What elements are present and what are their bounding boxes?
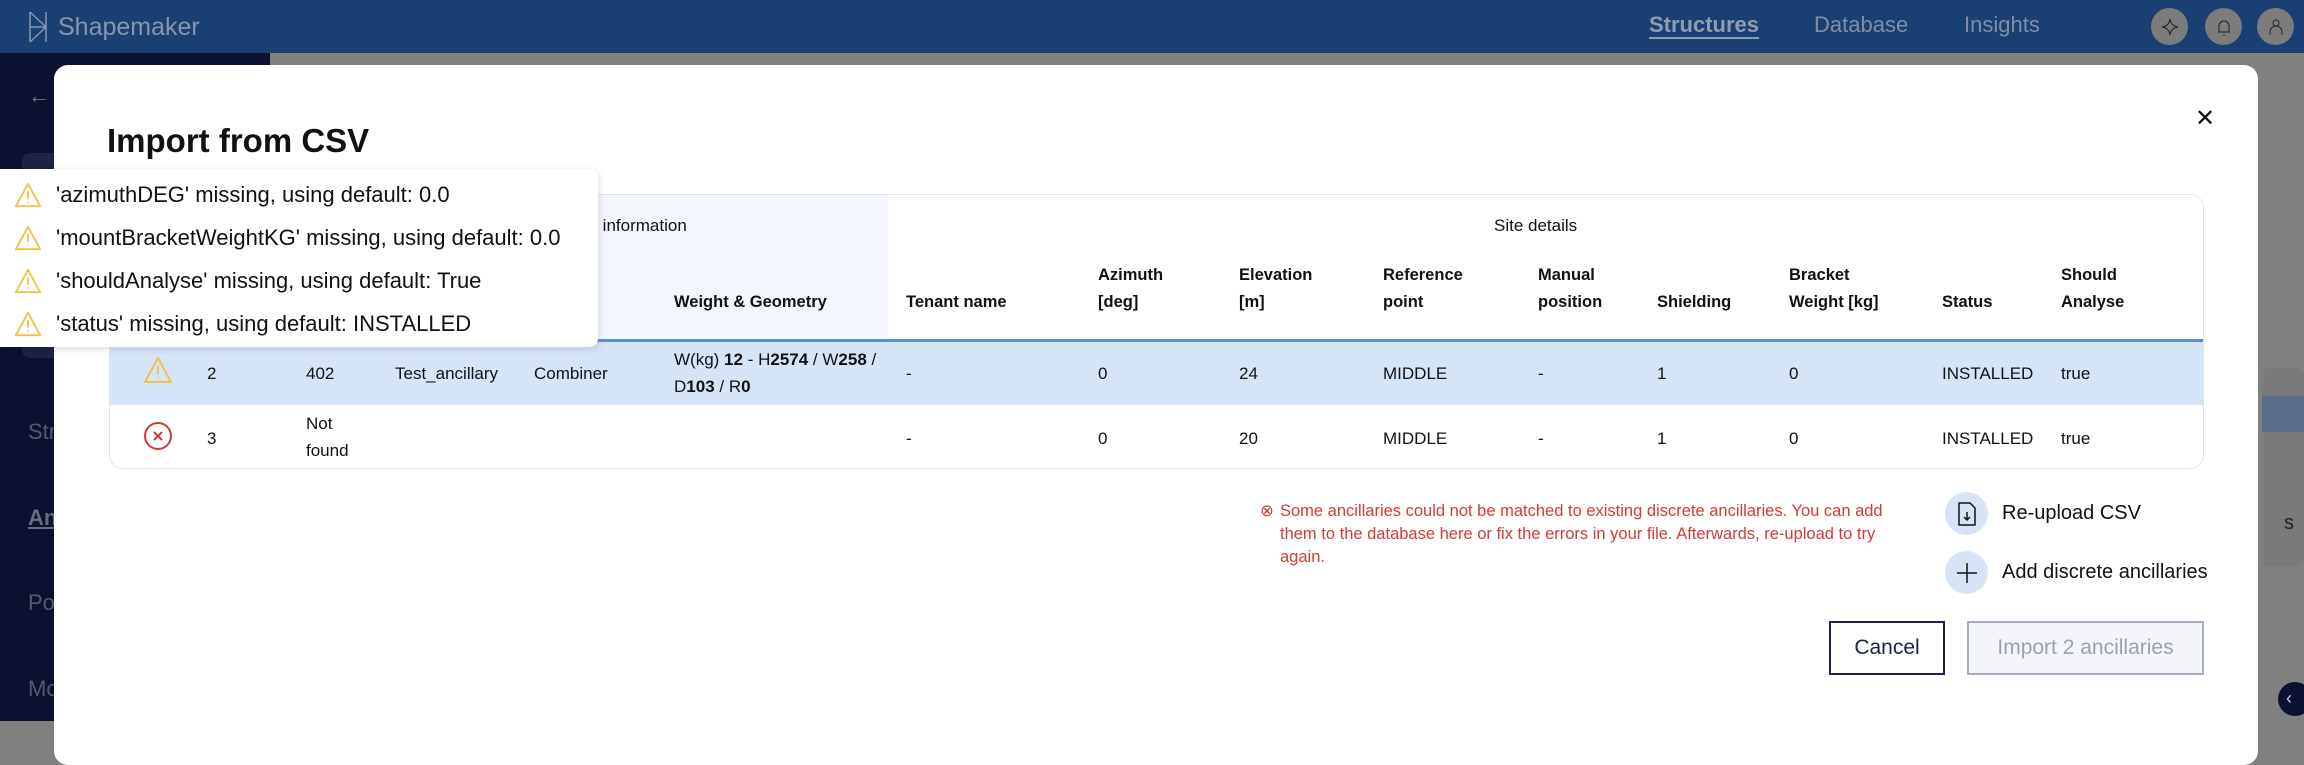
col-bracket: Bracket Weight [kg] xyxy=(1789,266,1879,311)
logo-icon xyxy=(29,11,47,43)
col-tenant: Tenant name xyxy=(906,293,1007,311)
missing-fields-tooltip: 'azimuthDEG' missing, using default: 0.0… xyxy=(0,169,598,347)
table-row[interactable]: 3 Not found - 0 20 MIDDLE - 1 0 INSTALLE… xyxy=(110,405,2203,468)
warning-icon xyxy=(14,182,42,208)
background-card: s xyxy=(2262,368,2304,566)
nav-structures[interactable]: Structures xyxy=(1649,12,1760,37)
col-manual: Manual position xyxy=(1538,266,1603,311)
background-card-text: s xyxy=(2284,512,2294,534)
group-site-label: Site details xyxy=(1494,216,1578,235)
app-logo[interactable]: Shapemaker xyxy=(26,10,200,44)
row-type: Combiner xyxy=(534,364,608,383)
row-azimuth: 0 xyxy=(1098,429,1108,448)
error-text: Some ancillaries could not be matched to… xyxy=(1280,502,1883,566)
row-status: INSTALLED xyxy=(1942,429,2034,448)
sidebar-item-3[interactable]: Po xyxy=(28,590,55,615)
row-should-analyse: true xyxy=(2061,429,2091,448)
header-divider xyxy=(110,339,2203,342)
row-elevation: 24 xyxy=(1239,364,1258,383)
row-id: Not found xyxy=(306,414,349,460)
add-discrete-ancillaries-button[interactable]: Add discrete ancillaries xyxy=(1945,551,2208,594)
close-icon[interactable]: ✕ xyxy=(2195,105,2216,132)
col-reference: Reference point xyxy=(1383,266,1463,311)
col-status: Status xyxy=(1942,293,1993,311)
warning-icon xyxy=(14,311,42,337)
row-azimuth: 0 xyxy=(1098,364,1108,383)
row-shielding: 1 xyxy=(1657,364,1667,383)
tooltip-item: 'azimuthDEG' missing, using default: 0.0 xyxy=(14,181,450,209)
plus-icon xyxy=(1945,551,1988,594)
row-bracket: 0 xyxy=(1789,364,1799,383)
app-name: Shapemaker xyxy=(58,12,200,41)
row-number: 3 xyxy=(207,429,217,448)
tooltip-text: 'shouldAnalyse' missing, using default: … xyxy=(56,268,482,293)
row-manual: - xyxy=(1538,429,1544,448)
background-card-accent xyxy=(2262,396,2304,432)
error-message: ⊗ Some ancillaries could not be matched … xyxy=(1260,500,1920,569)
col-azimuth: Azimuth [deg] xyxy=(1098,266,1164,311)
sidebar-item-2[interactable]: An xyxy=(28,505,58,530)
modal-title: Import from CSV xyxy=(107,122,370,159)
error-icon[interactable] xyxy=(143,421,173,451)
row-shielding: 1 xyxy=(1657,429,1667,448)
row-status: INSTALLED xyxy=(1942,364,2034,383)
col-weight-geometry: Weight & Geometry xyxy=(674,293,827,311)
row-elevation: 20 xyxy=(1239,429,1258,448)
import-button[interactable]: Import 2 ancillaries xyxy=(1967,621,2204,675)
group-database-label: se information xyxy=(580,216,687,235)
reupload-label: Re-upload CSV xyxy=(2002,502,2141,524)
col-should-analyse: Should Analyse xyxy=(2061,266,2125,311)
tooltip-item: 'shouldAnalyse' missing, using default: … xyxy=(14,267,481,295)
tooltip-text: 'mountBracketWeightKG' missing, using de… xyxy=(56,225,561,250)
nav-insights[interactable]: Insights xyxy=(1964,12,2040,37)
tooltip-text: 'azimuthDEG' missing, using default: 0.0 xyxy=(56,182,450,207)
row-tenant: - xyxy=(906,429,912,448)
table-row[interactable]: 2 402 Test_ancillary Combiner W(kg) 12 -… xyxy=(110,342,2203,405)
tooltip-text: 'status' missing, using default: INSTALL… xyxy=(56,311,472,336)
sparkle-icon[interactable] xyxy=(2151,8,2188,45)
row-bracket: 0 xyxy=(1789,429,1799,448)
warning-icon xyxy=(14,268,42,294)
sidebar-item-4[interactable]: Mo xyxy=(28,676,59,701)
tooltip-item: 'mountBracketWeightKG' missing, using de… xyxy=(14,224,560,252)
row-id: 402 xyxy=(306,364,335,383)
top-bar: Shapemaker Structures Database Insights xyxy=(0,0,2304,53)
collapse-chevron-icon[interactable]: ‹ xyxy=(2278,682,2304,716)
row-should-analyse: true xyxy=(2061,364,2091,383)
add-label: Add discrete ancillaries xyxy=(2002,561,2208,583)
row-name: Test_ancillary xyxy=(395,364,498,383)
row-manual: - xyxy=(1538,364,1544,383)
row-tenant: - xyxy=(906,364,912,383)
bell-icon[interactable] xyxy=(2205,8,2242,45)
row-weight-geometry: W(kg) 12 - H2574 / W258 / D103 / R0 xyxy=(674,350,877,396)
reupload-csv-button[interactable]: Re-upload CSV xyxy=(1945,492,2141,535)
cancel-button[interactable]: Cancel xyxy=(1829,621,1945,675)
row-reference: MIDDLE xyxy=(1383,364,1448,383)
error-circle-icon: ⊗ xyxy=(1260,502,1274,520)
col-elevation: Elevation [m] xyxy=(1239,266,1313,311)
sidebar-item-1[interactable]: Str xyxy=(28,419,57,444)
warning-icon xyxy=(14,225,42,251)
row-number: 2 xyxy=(207,364,217,383)
row-reference: MIDDLE xyxy=(1383,429,1448,448)
nav-database[interactable]: Database xyxy=(1814,12,1909,37)
col-shielding: Shielding xyxy=(1657,293,1732,311)
file-download-icon xyxy=(1945,492,1988,535)
user-icon[interactable] xyxy=(2257,8,2294,45)
back-arrow-icon[interactable]: ← xyxy=(28,83,50,108)
warning-icon[interactable] xyxy=(143,356,173,384)
tooltip-item: 'status' missing, using default: INSTALL… xyxy=(14,310,471,338)
